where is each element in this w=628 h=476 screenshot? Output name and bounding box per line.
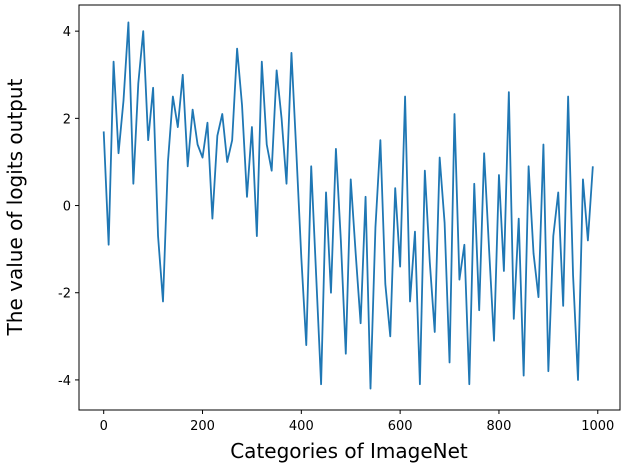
x-tick-label: 1000 (581, 419, 614, 434)
y-tick-label: 4 (63, 25, 71, 40)
x-tick-label: 200 (190, 419, 215, 434)
x-tick-label: 800 (487, 419, 512, 434)
x-tick-label: 0 (100, 419, 108, 434)
y-tick-label: 0 (63, 200, 71, 215)
y-axis-label: The value of logits output (3, 78, 27, 336)
plot-frame (78, 4, 621, 411)
x-tick-label: 600 (388, 419, 413, 434)
y-tick-label: -2 (58, 287, 71, 302)
series-line (102, 21, 594, 390)
x-axis-label: Categories of ImageNet (230, 439, 468, 463)
x-tick-label: 400 (289, 419, 314, 434)
y-tick-label: 2 (63, 112, 71, 127)
y-tick-label: -4 (58, 374, 71, 389)
